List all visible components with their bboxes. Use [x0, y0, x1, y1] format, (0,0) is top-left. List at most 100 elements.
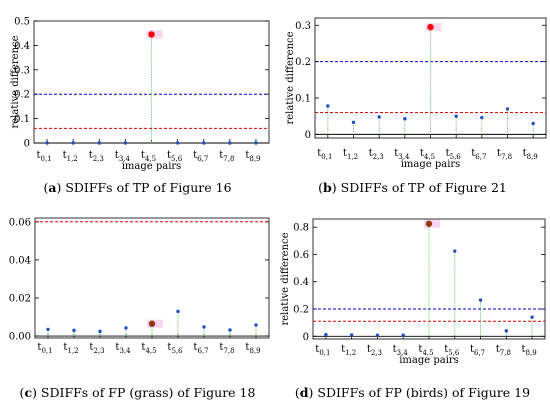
x-tick-label-d-2: t2,3 [367, 344, 382, 357]
y-tick-label-a-2: 0.2 [14, 90, 30, 101]
x-tick-label-c-5: t5,6 [167, 342, 183, 355]
data-point-a-7 [228, 141, 232, 145]
caption-d: (d) SDIFFs of FP (birds) of Figure 19 [294, 385, 531, 400]
x-tick-label-b-3: t3,4 [394, 148, 410, 161]
y-tick-label-b-2: 0.2 [295, 57, 311, 68]
chart-panel-c: 0.00 0.02 0.04 0.06 t0,1 t1,2 t2,3 t3,4 t4,5 t5,6… [0, 205, 275, 365]
y-tick-label-a-0: 0 [24, 139, 30, 150]
chart-b-svg: 0 0.1 0.2 0.3 t0,1 t1,2 t2,3 t3,4 t4,5 t5,6 t6,7 t7… [285, 17, 547, 170]
data-point-highlight-a-4 [148, 31, 155, 38]
x-tick-label-b-1: t1,2 [343, 148, 358, 161]
data-point-a-5 [175, 141, 180, 145]
y-tick-label-d-3: 0.6 [293, 250, 309, 261]
y-axis-label-d: relative difference [280, 232, 291, 325]
data-point-a-2 [97, 141, 101, 145]
data-point-highlight-c-4 [148, 320, 156, 327]
x-tick-label-b-8: t8,9 [523, 148, 538, 161]
chart-panel-a: 0 0.1 0.2 0.3 0.4 0.5 t0,1 t1,2 t2,3 t3,4 t4,5 t5,6… [0, 0, 275, 172]
y-tick-label-c-1: 0.02 [9, 294, 31, 305]
caption-c-text: SDIFFs of FP (grass) of Figure 18 [40, 385, 256, 400]
x-tick-label-a-8: t8,9 [245, 150, 260, 163]
caption-d-label: d [299, 385, 309, 400]
data-point-d-6 [478, 298, 483, 302]
data-point-a-3 [123, 141, 128, 145]
data-point-c-8 [254, 323, 258, 327]
x-tick-label-d-7: t7,8 [496, 344, 511, 357]
y-tick-label-a-1: 0.1 [14, 114, 30, 125]
chart-panel-b: 0 0.1 0.2 0.3 t0,1 t1,2 t2,3 t3,4 t4,5 t5,6 t6,7 t7… [275, 0, 550, 172]
x-tick-label-d-8: t8,9 [522, 344, 537, 357]
data-point-b-7 [505, 107, 510, 111]
chart-panel-d: 0 0.2 0.4 0.6 0.8 t0,1 t1,2 t2,3 t3,4 t4,5 t5,6 t6,… [275, 205, 550, 367]
caption-b-text: SDIFFs of TP of Figure 21 [340, 180, 507, 195]
x-tick-label-c-8: t8,9 [245, 342, 260, 355]
data-point-c-1 [72, 328, 76, 333]
x-tick-label-d-6: t6,7 [470, 344, 485, 357]
x-tick-label-c-6: t6,7 [193, 342, 208, 355]
data-point-d-3 [401, 333, 405, 337]
chart-a-svg: 0 0.1 0.2 0.3 0.4 0.5 t0,1 t1,2 t2,3 t3,4 t4,5 t5,6… [10, 17, 270, 172]
caption-b: (b) SDIFFs of TP of Figure 21 [318, 180, 507, 195]
data-point-d-2 [375, 333, 380, 337]
x-tick-label-c-1: t1,2 [63, 342, 78, 355]
x-tick-label-a-5: t5,6 [167, 150, 183, 163]
y-tick-label-d-4: 0.8 [293, 223, 309, 234]
data-point-highlight-b-4 [427, 23, 434, 31]
y-tick-label-c-3: 0.06 [9, 217, 31, 228]
data-point-d-1 [349, 333, 354, 337]
data-point-b-1 [351, 120, 356, 125]
x-tick-label-c-3: t3,4 [115, 342, 131, 355]
y-tick-label-a-4: 0.4 [14, 41, 30, 52]
x-tick-label-c-7: t7,8 [219, 342, 234, 355]
x-axis-label-a: image pairs [122, 161, 182, 172]
data-point-b-8 [531, 121, 535, 126]
data-point-a-1 [71, 141, 75, 145]
y-tick-label-b-1: 0.1 [295, 94, 311, 105]
x-tick-label-d-5: t5,6 [444, 344, 460, 357]
x-tick-label-a-2: t2,3 [89, 150, 104, 163]
caption-b-label: b [323, 180, 332, 195]
caption-a-label: a [48, 180, 57, 195]
x-tick-label-a-0: t0,1 [36, 150, 51, 163]
data-point-b-5 [454, 114, 458, 118]
data-point-b-0 [326, 104, 330, 108]
caption-d-text: SDIFFs of FP (birds) of Figure 19 [317, 385, 531, 400]
data-point-b-3 [403, 117, 407, 121]
x-tick-label-a-4: t4,5 [141, 150, 156, 163]
x-tick-label-a-6: t6,7 [193, 150, 208, 163]
x-axis-label-b: image pairs [401, 159, 461, 170]
data-point-c-0 [46, 327, 50, 332]
chart-d-svg: 0 0.2 0.4 0.6 0.8 t0,1 t1,2 t2,3 t3,4 t4,5 t5,6 t6,… [280, 218, 546, 366]
data-point-d-7 [504, 329, 509, 333]
y-tick-label-a-5: 0.5 [14, 17, 30, 28]
y-tick-label-d-2: 0.4 [293, 277, 309, 288]
y-tick-label-b-3: 0.3 [295, 21, 311, 32]
x-tick-label-b-5: t5,6 [446, 148, 462, 161]
data-point-d-8 [530, 315, 534, 319]
caption-c-label: c [24, 385, 33, 400]
caption-a-text: SDIFFs of TP of Figure 16 [65, 180, 232, 195]
x-tick-label-c-0: t0,1 [37, 342, 52, 355]
data-point-d-0 [324, 332, 328, 337]
data-point-c-7 [228, 328, 232, 332]
x-tick-label-c-4: t4,5 [141, 342, 156, 355]
caption-c: (c) SDIFFs of FP (grass) of Figure 18 [19, 385, 256, 400]
x-tick-label-d-1: t1,2 [341, 344, 356, 357]
x-tick-label-b-6: t6,7 [471, 148, 486, 161]
data-point-b-2 [377, 115, 381, 119]
y-tick-label-c-0: 0.00 [9, 332, 31, 343]
y-tick-label-d-0: 0 [303, 332, 309, 343]
x-tick-label-b-2: t2,3 [369, 148, 384, 161]
data-point-b-6 [480, 115, 484, 120]
y-tick-label-d-1: 0.2 [293, 305, 309, 316]
data-point-c-5 [176, 309, 180, 314]
x-tick-label-c-2: t2,3 [89, 342, 104, 355]
y-tick-label-a-3: 0.3 [14, 65, 30, 76]
y-axis-label-a: relative difference [10, 35, 21, 128]
y-axis-label-b: relative difference [285, 31, 296, 124]
x-tick-label-d-0: t0,1 [315, 344, 330, 357]
y-tick-label-b-0: 0 [305, 130, 311, 141]
data-point-a-0 [45, 141, 49, 145]
x-tick-label-b-7: t7,8 [497, 148, 512, 161]
x-axis-label-d: image pairs [399, 355, 459, 366]
